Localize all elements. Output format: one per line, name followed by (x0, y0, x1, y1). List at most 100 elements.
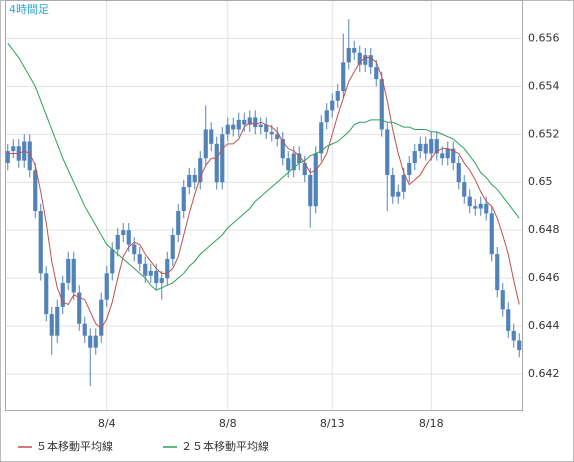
candle-body (451, 148, 456, 164)
candle-body (77, 292, 82, 324)
y-tick-label: 0.648 (528, 223, 560, 236)
candle-body (209, 129, 214, 144)
candle-body (374, 67, 379, 80)
candle-body (187, 175, 192, 188)
candle-body (407, 163, 412, 176)
candle-body (484, 203, 489, 214)
candle-body (176, 210, 181, 235)
candle-body (368, 55, 373, 68)
candle-body (275, 134, 280, 140)
candle-body (104, 273, 109, 300)
candle-body (357, 52, 362, 65)
candle-body (379, 79, 384, 130)
candle-body (132, 244, 137, 255)
candle-body (55, 306, 60, 336)
candle-body (396, 191, 401, 197)
candle-body (297, 153, 302, 164)
candle-body (258, 124, 263, 128)
candle-body (137, 254, 142, 264)
y-tick-label: 0.642 (528, 367, 560, 380)
candle-body (148, 270, 153, 276)
candle-body (500, 290, 505, 310)
candle-body (313, 153, 318, 207)
candle-body (247, 117, 252, 125)
candle-body (280, 139, 285, 159)
candle-body (82, 323, 87, 336)
candle-body (495, 254, 500, 291)
candle-body (220, 134, 225, 183)
candle-body (440, 153, 445, 159)
candle-body (60, 282, 65, 307)
candle-body (286, 158, 291, 171)
candle-body (66, 258, 71, 283)
candle-body (181, 187, 186, 211)
candle-body (154, 270, 159, 283)
candle-body (319, 122, 324, 154)
candle-body (5, 151, 10, 164)
candle-body (38, 210, 43, 274)
candle-body (44, 273, 49, 315)
candle-body (412, 151, 417, 164)
candle-body (478, 203, 483, 209)
candle-body (385, 129, 390, 176)
x-tick-label: 8/13 (320, 417, 345, 430)
candle-body (346, 47, 351, 63)
legend-label: ２５本移動平均線 (181, 439, 269, 453)
candle-body (511, 330, 516, 341)
candle-body (242, 119, 247, 125)
candle-body (390, 175, 395, 197)
candle-body (269, 131, 274, 135)
candle-body (192, 175, 197, 183)
candle-body (302, 163, 307, 176)
candle-body (115, 234, 120, 250)
candle-body (49, 314, 54, 336)
candle-body (467, 196, 472, 207)
moving-average-line (7, 42, 520, 291)
candle-body (170, 234, 175, 259)
candle-body (335, 91, 340, 101)
candle-body (462, 182, 467, 197)
candle-body (253, 117, 258, 128)
candle-body (99, 299, 104, 336)
candle-body (401, 175, 406, 192)
y-tick-label: 0.652 (528, 127, 560, 140)
x-tick-label: 8/4 (98, 417, 116, 430)
candle-body (330, 100, 335, 111)
candle-body (203, 129, 208, 159)
candle-body (214, 143, 219, 183)
candle-body (126, 230, 131, 245)
candle-body (33, 170, 38, 211)
candle-body (231, 124, 236, 130)
candle-body (434, 139, 439, 154)
candle-body (429, 139, 434, 154)
candle-body (445, 148, 450, 159)
candle-body (352, 47, 357, 53)
y-tick-label: 0.646 (528, 271, 560, 284)
candle-body (121, 230, 126, 235)
candle-body (324, 110, 329, 123)
candle-body (159, 278, 164, 283)
candle-body (517, 340, 522, 351)
candle-body (165, 258, 170, 279)
y-tick-label: 0.644 (528, 319, 560, 332)
candle-body (341, 62, 346, 92)
y-tick-label: 0.656 (528, 31, 560, 44)
candle-body (291, 153, 296, 171)
candle-body (363, 55, 368, 65)
candle-body (198, 158, 203, 183)
candle-body (308, 175, 313, 207)
candle-body (489, 213, 494, 255)
candle-body (225, 124, 230, 135)
y-tick-label: 0.65 (528, 175, 553, 188)
candle-body (27, 141, 32, 171)
candle-body (418, 143, 423, 152)
moving-average-line (7, 57, 520, 330)
candle-body (473, 206, 478, 209)
candle-body (236, 119, 241, 130)
candle-body (88, 335, 93, 348)
y-tick-label: 0.654 (528, 79, 560, 92)
candle-body (264, 124, 269, 132)
plot-border (5, 0, 523, 411)
